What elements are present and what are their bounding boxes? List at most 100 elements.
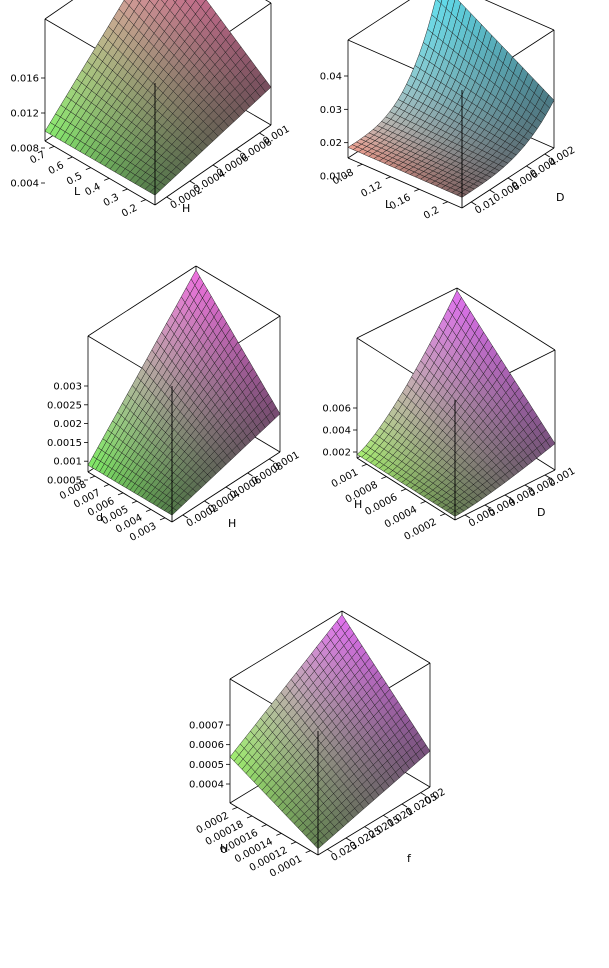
x-tick [268, 458, 275, 463]
x-tick [182, 514, 189, 519]
z-tick-label: 0.001 [53, 457, 82, 468]
y-tick-label: 0.4 [83, 181, 102, 198]
x-tick [166, 196, 172, 201]
y-axis-label: H [354, 498, 362, 511]
y-tick [89, 475, 96, 479]
x-tick [364, 826, 370, 831]
y-tick [290, 841, 297, 845]
z-tick-label: 0.004 [322, 426, 351, 437]
x-tick-label: 0.001 [547, 466, 577, 490]
z-tick-label: 0.008 [10, 144, 39, 155]
z-tick-label: 0.0006 [189, 740, 224, 751]
y-tick [420, 501, 426, 504]
y-tick [140, 199, 146, 203]
x-tick [212, 164, 219, 169]
x-tick [464, 514, 471, 519]
box-edge [229, 610, 343, 680]
y-tick [357, 163, 363, 167]
y-tick [85, 167, 91, 171]
x-axis-label: f [407, 852, 412, 865]
x-tick [524, 484, 531, 489]
y-axis-label: d [96, 511, 103, 524]
y-tick [276, 832, 282, 836]
box-edge-front [347, 157, 463, 209]
x-tick [235, 148, 242, 153]
box-edge [195, 265, 281, 317]
x-tick [489, 189, 495, 194]
box-edge [87, 265, 197, 337]
x-tick [470, 201, 477, 206]
y-tick [49, 145, 55, 149]
z-tick-label: 0.0004 [189, 780, 224, 791]
y-tick-label: 0.001 [330, 467, 360, 490]
x-axis-label: D [537, 506, 545, 519]
x-tick [204, 500, 210, 505]
y-axis-label: L [385, 198, 392, 211]
z-tick-label: 0.03 [320, 105, 342, 116]
y-tick [385, 176, 391, 180]
z-tick-label: 0.0007 [189, 721, 224, 732]
y-tick [305, 850, 311, 854]
z-tick-label: 0.01 [320, 172, 342, 183]
z-tick-label: 0.0025 [47, 400, 82, 411]
box-edge-front [87, 471, 173, 523]
y-tick [145, 509, 152, 512]
y-tick-label: 0.2 [120, 203, 139, 220]
z-tick-label: 0.002 [53, 419, 82, 430]
y-tick-label: 0.6 [47, 160, 66, 177]
box-edge-front [229, 802, 319, 856]
y-tick [400, 488, 407, 492]
z-tick-label: 0.003 [53, 382, 82, 393]
y-tick-label: 0.16 [388, 192, 413, 212]
x-axis-label: H [228, 517, 236, 530]
y-tick [361, 463, 367, 467]
y-tick-label: 0.12 [359, 180, 384, 200]
x-tick [504, 494, 511, 499]
x-tick [544, 474, 551, 479]
box-edge [484, 0, 555, 31]
box-edge [44, 0, 74, 20]
y-axis-label: H [220, 842, 228, 855]
x-tick [383, 814, 389, 819]
x-tick [544, 153, 551, 158]
surface-cell [123, 0, 133, 7]
box-edge [341, 610, 431, 664]
surface-cell [136, 0, 142, 4]
y-tick [414, 188, 420, 192]
box-edge [456, 287, 556, 351]
x-axis-label: D [556, 191, 564, 204]
x-tick-label: 0.002 [547, 145, 577, 169]
panel-1: 0.00020.00040.00060.00080.0010.70.60.50.… [10, 0, 292, 220]
x-tick [526, 165, 532, 170]
panel-3: 0.00020.00040.00060.00080.0010.0080.0070… [47, 265, 302, 544]
y-tick-label: 0.3 [102, 192, 121, 209]
y-tick [246, 815, 253, 819]
y-tick [261, 824, 267, 828]
x-tick [420, 792, 426, 797]
y-tick [104, 177, 110, 181]
surface-cell [436, 0, 443, 5]
z-tick-label: 0.002 [322, 448, 351, 459]
z-tick-label: 0.0005 [189, 760, 224, 771]
surface-cell [420, 744, 431, 756]
z-tick-label: 0.04 [320, 72, 342, 83]
x-tick-label: 0.001 [271, 450, 301, 474]
y-tick-label: 0.2 [422, 205, 441, 222]
surface-cell [260, 80, 272, 93]
y-tick [122, 188, 128, 192]
y-tick [440, 513, 446, 517]
box-edge-front [44, 140, 156, 206]
surface-cell [161, 0, 168, 5]
z-tick-label: 0.0005 [47, 476, 82, 487]
z-tick-label: 0.016 [10, 74, 39, 85]
y-tick [232, 806, 238, 810]
y-tick [159, 517, 166, 521]
x-tick [189, 180, 196, 185]
y-axis-label: L [74, 185, 81, 198]
panel-2: 0.010.0080.0060.0040.0020.080.120.160.20… [320, 0, 577, 222]
box-edge-front [317, 786, 431, 856]
x-tick-label: 0.001 [261, 124, 291, 148]
z-tick-label: 0.0015 [47, 438, 82, 449]
